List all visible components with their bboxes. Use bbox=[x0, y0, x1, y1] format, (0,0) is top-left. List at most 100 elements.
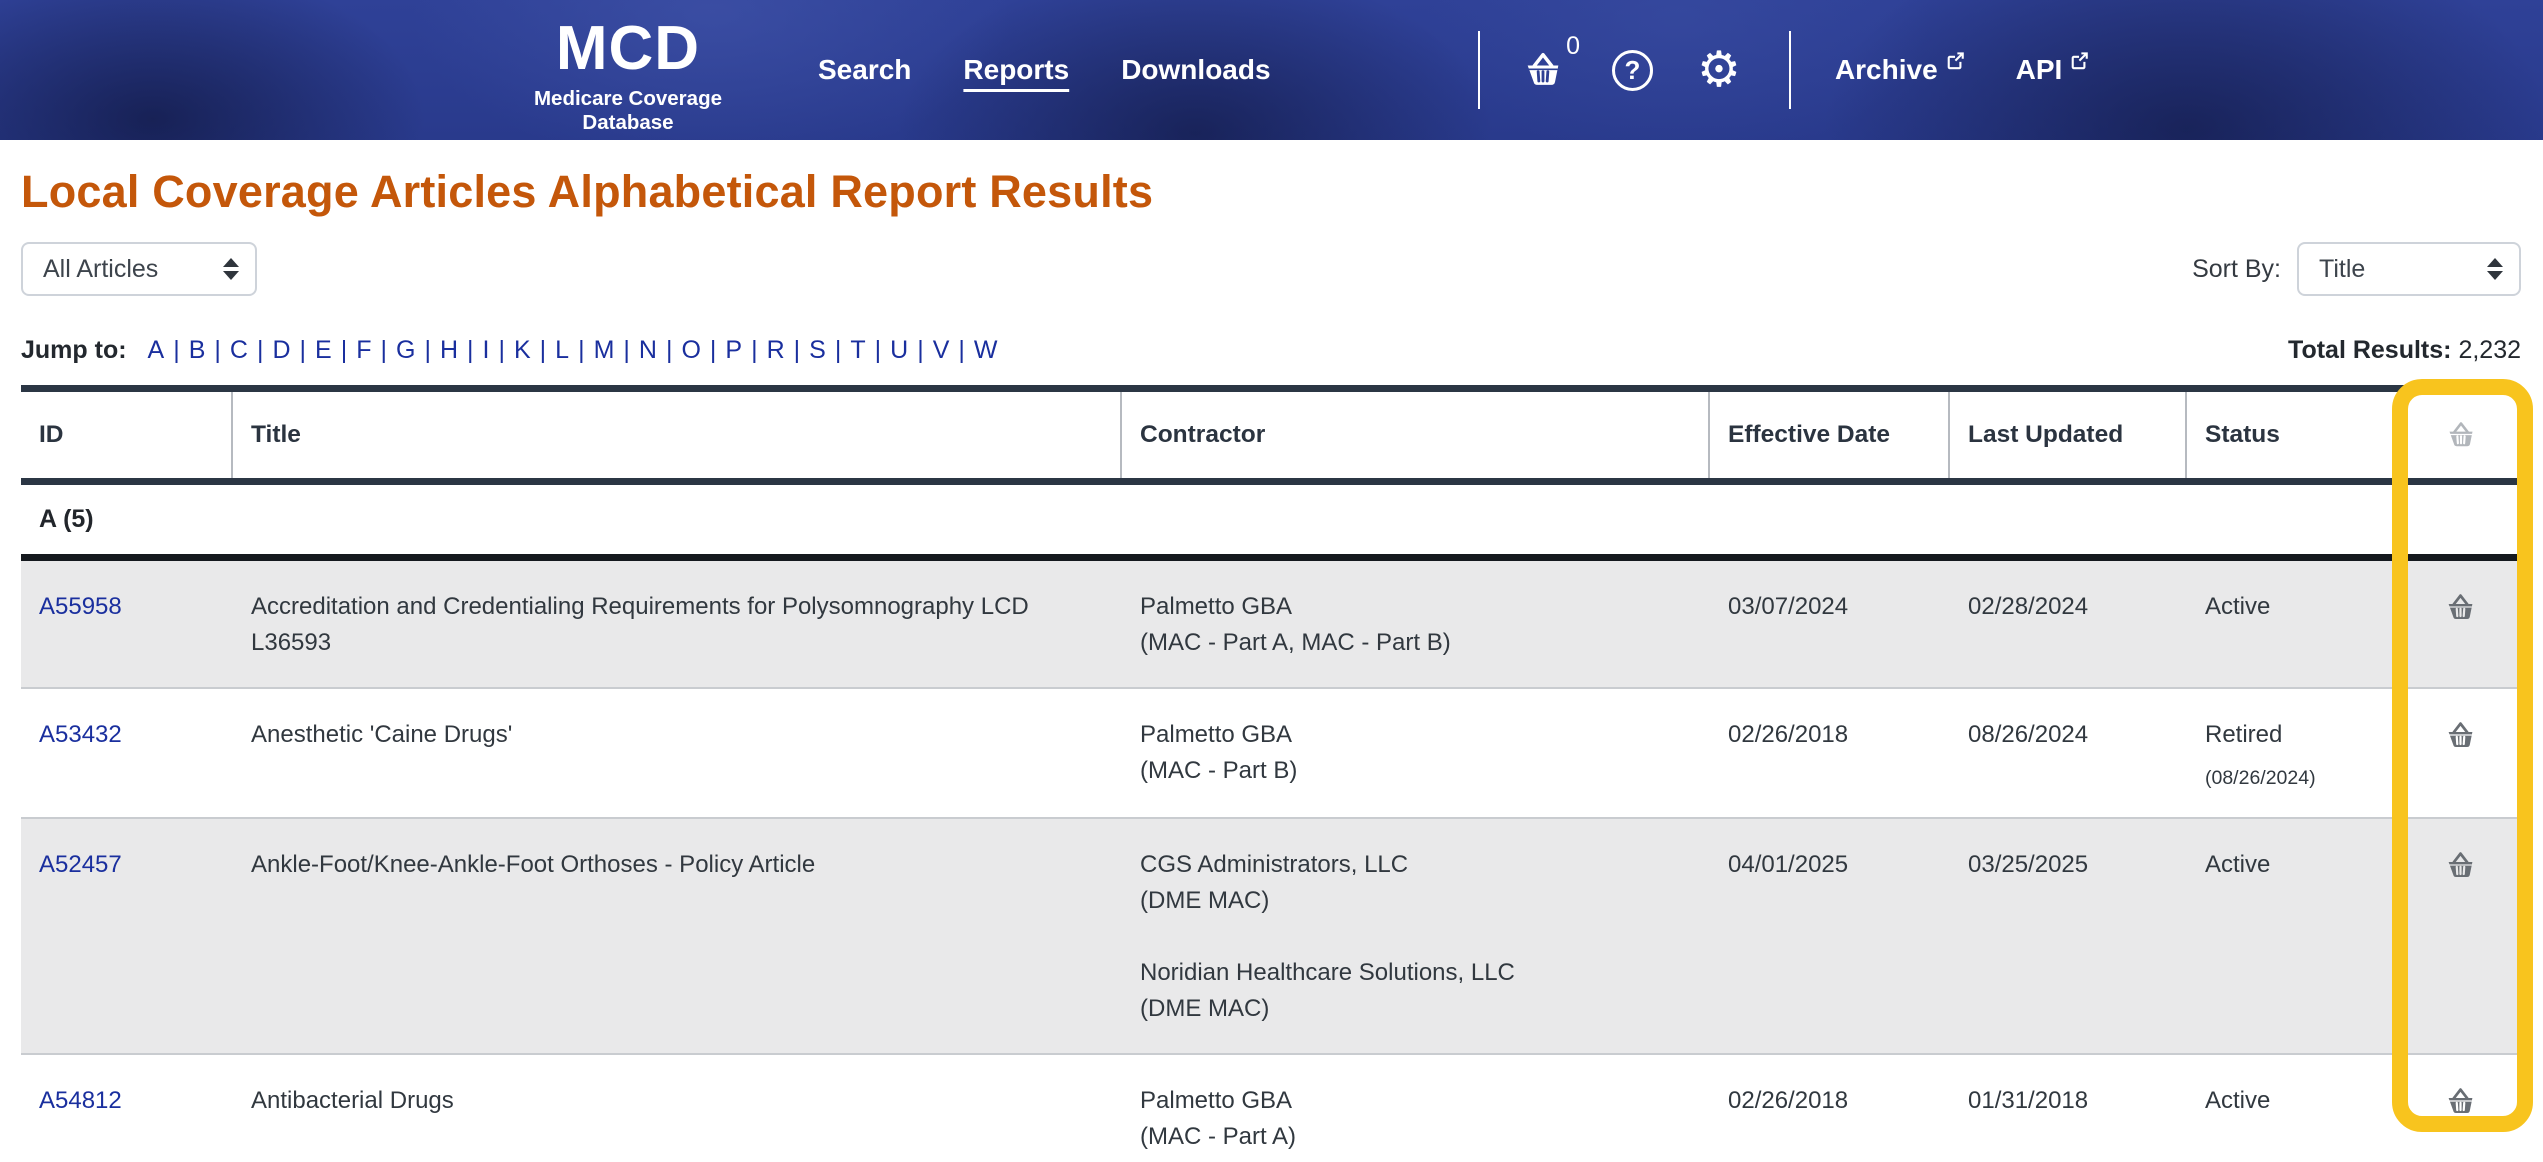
title-cell: Anesthetic 'Caine Drugs' bbox=[251, 721, 513, 748]
jump-letter-K[interactable]: K bbox=[513, 336, 531, 364]
last-updated-cell: 08/26/2024 bbox=[1968, 721, 2089, 748]
id-cell: A52457 bbox=[21, 847, 233, 1027]
api-link[interactable]: API bbox=[2016, 54, 2091, 86]
nav-item-search[interactable]: Search bbox=[818, 54, 912, 85]
table-row: A53432 Anesthetic 'Caine Drugs' Palmetto… bbox=[21, 687, 2521, 817]
contractor-cell: Palmetto GBA (MAC - Part B) bbox=[1122, 717, 1710, 791]
header-utility-area: 0 Archive API bbox=[1478, 0, 2090, 140]
archive-link[interactable]: Archive bbox=[1835, 54, 1966, 86]
mcd-logo[interactable]: MCD Medicare Coverage Database bbox=[492, 18, 764, 135]
add-to-basket-icon[interactable] bbox=[2445, 592, 2476, 623]
page-title: Local Coverage Articles Alphabetical Rep… bbox=[21, 166, 1154, 217]
column-header-contractor: Contractor bbox=[1122, 392, 1710, 478]
articles-filter-select[interactable]: All Articles bbox=[21, 242, 257, 296]
total-results-value: 2,232 bbox=[2458, 336, 2521, 364]
jump-letter-R[interactable]: R bbox=[766, 336, 785, 364]
jump-separator: | bbox=[214, 336, 221, 364]
jump-separator: | bbox=[874, 336, 882, 364]
mcd-logo-title: MCD bbox=[555, 14, 701, 83]
contractor-entry: Palmetto GBA (MAC - Part A) bbox=[1140, 1087, 1297, 1150]
table-row: A55958 Accreditation and Credentialing R… bbox=[21, 561, 2521, 687]
nav-item-reports[interactable]: Reports bbox=[963, 54, 1070, 85]
jump-letter-W[interactable]: W bbox=[973, 336, 998, 364]
contractor-cell: Palmetto GBA (MAC - Part A, MAC - Part B) bbox=[1122, 589, 1710, 661]
effective-date-cell: 02/26/2018 bbox=[1728, 721, 1849, 748]
last-updated-cell: 03/25/2025 bbox=[1968, 851, 2089, 878]
column-header-effective-date: Effective Date bbox=[1710, 392, 1950, 478]
status-cell: Active bbox=[2187, 589, 2400, 661]
site-header: MCD Medicare Coverage Database Search Re… bbox=[0, 0, 2543, 140]
jump-letter-G[interactable]: G bbox=[396, 336, 416, 364]
jump-separator: | bbox=[299, 336, 307, 364]
contractor-cell: Palmetto GBA (MAC - Part A) bbox=[1122, 1083, 1710, 1155]
jump-letter-B[interactable]: B bbox=[188, 336, 206, 364]
gear-icon[interactable] bbox=[1697, 46, 1741, 95]
jump-to-label: Jump to: bbox=[21, 336, 127, 364]
main-content: Local Coverage Articles Alphabetical Rep… bbox=[0, 166, 2543, 1162]
jump-letter-S[interactable]: S bbox=[809, 336, 826, 364]
title-cell: Antibacterial Drugs bbox=[251, 1087, 454, 1114]
api-link-label: API bbox=[2015, 54, 2063, 85]
status-cell: Active bbox=[2187, 1083, 2400, 1155]
jump-separator: | bbox=[751, 336, 758, 364]
basket-button[interactable]: 0 bbox=[1522, 32, 1580, 90]
jump-separator: | bbox=[173, 336, 180, 364]
jump-separator: | bbox=[340, 336, 348, 364]
article-id-link[interactable]: A54812 bbox=[39, 1087, 122, 1114]
jump-letter-O[interactable]: O bbox=[681, 336, 701, 364]
jump-separator: | bbox=[958, 336, 965, 364]
jump-letter-A[interactable]: A bbox=[147, 336, 165, 364]
jump-letter-U[interactable]: U bbox=[890, 336, 909, 364]
jump-letter-D[interactable]: D bbox=[272, 336, 291, 364]
article-id-link[interactable]: A55958 bbox=[39, 593, 122, 620]
column-header-status: Status bbox=[2187, 392, 2400, 478]
jump-separator: | bbox=[380, 336, 388, 364]
external-link-icon bbox=[1945, 50, 1966, 71]
jump-separator: | bbox=[539, 336, 547, 364]
article-id-link[interactable]: A53432 bbox=[39, 721, 122, 748]
jump-separator: | bbox=[467, 336, 474, 364]
sort-group: Sort By: Title bbox=[2192, 242, 2521, 296]
basket-icon bbox=[1522, 50, 1564, 90]
external-link-icon bbox=[2069, 50, 2090, 71]
sort-select[interactable]: Title bbox=[2297, 242, 2521, 296]
nav-item-downloads[interactable]: Downloads bbox=[1121, 54, 1271, 85]
article-id-link[interactable]: A52457 bbox=[39, 851, 122, 878]
effective-date-cell: 02/26/2018 bbox=[1728, 1087, 1849, 1114]
jump-letter-L[interactable]: L bbox=[555, 336, 570, 364]
jump-letter-M[interactable]: M bbox=[593, 336, 615, 364]
add-to-basket-icon[interactable] bbox=[2445, 1086, 2476, 1117]
jump-letter-F[interactable]: F bbox=[356, 336, 372, 364]
table-row: A52457 Ankle-Foot/Knee-Ankle-Foot Orthos… bbox=[21, 817, 2521, 1053]
basket-cell bbox=[2400, 847, 2521, 1027]
up-down-arrows-icon bbox=[223, 258, 239, 280]
jump-letter-V[interactable]: V bbox=[932, 336, 950, 364]
jump-separator: | bbox=[256, 336, 264, 364]
jump-letter-T[interactable]: T bbox=[850, 336, 866, 364]
column-header-title: Title bbox=[233, 392, 1122, 478]
jump-separator: | bbox=[424, 336, 431, 364]
jump-letter-N[interactable]: N bbox=[638, 336, 657, 364]
status-cell: Retired (08/26/2024) bbox=[2187, 717, 2400, 791]
articles-filter-value: All Articles bbox=[43, 254, 159, 283]
jump-letter-I[interactable]: I bbox=[482, 336, 490, 364]
meta-row: Jump to: A | B | C | D | E | F | G | H | I | K | L | M | N | O | P | R |… bbox=[21, 336, 2521, 365]
jump-separator: | bbox=[917, 336, 924, 364]
jump-letter-P[interactable]: P bbox=[725, 336, 743, 364]
header-divider bbox=[1478, 31, 1480, 109]
archive-link-label: Archive bbox=[1834, 54, 1938, 85]
sort-select-value: Title bbox=[2319, 254, 2366, 283]
contractor-cell: CGS Administrators, LLC (DME MAC) Noridian… bbox=[1122, 847, 1710, 1027]
contractor-entry: Palmetto GBA (MAC - Part A, MAC - Part B) bbox=[1140, 593, 1451, 656]
jump-letter-H[interactable]: H bbox=[439, 336, 459, 364]
jump-separator: | bbox=[498, 336, 505, 364]
contractor-entry: Palmetto GBA (MAC - Part B) bbox=[1140, 721, 1298, 784]
jump-letter-E[interactable]: E bbox=[315, 336, 332, 364]
jump-separator: | bbox=[578, 336, 585, 364]
status-value: Retired bbox=[2205, 721, 2283, 748]
id-cell: A55958 bbox=[21, 589, 233, 661]
add-to-basket-icon[interactable] bbox=[2445, 850, 2476, 881]
help-icon[interactable] bbox=[1612, 49, 1653, 91]
jump-letter-C[interactable]: C bbox=[229, 336, 248, 364]
add-to-basket-icon[interactable] bbox=[2445, 720, 2476, 751]
